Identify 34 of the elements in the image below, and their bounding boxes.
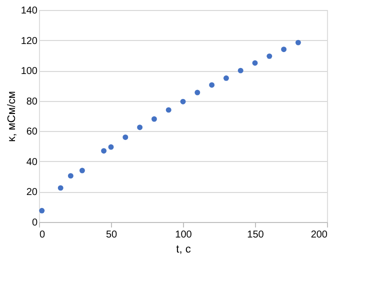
point: [151, 116, 157, 122]
point: [137, 124, 143, 130]
y-tick-label: 0: [32, 218, 38, 228]
y-tick-label: 40: [26, 156, 38, 168]
x-tick-label: 0: [40, 230, 46, 240]
point: [166, 107, 172, 113]
point: [266, 53, 272, 59]
point: [58, 185, 64, 191]
y-tick-label: 20: [26, 187, 38, 198]
point: [194, 90, 200, 96]
y-tick-label: 120: [20, 36, 38, 47]
x-tick-label: 50: [106, 230, 118, 240]
y-tick-label: 100: [20, 66, 38, 78]
point: [108, 144, 114, 150]
x-tick-label: 100: [175, 230, 192, 240]
point: [209, 82, 215, 88]
x-tick-label: 200: [310, 230, 328, 240]
x-axis-title: t, c: [176, 244, 192, 256]
point: [101, 148, 107, 154]
y-axis-title: κ, мСм/см: [6, 91, 18, 142]
y-tick-label: 140: [20, 6, 38, 16]
point: [238, 68, 244, 74]
point: [295, 40, 301, 46]
y-tick-label: 80: [26, 96, 38, 108]
point: [180, 98, 186, 104]
x-tick-label: 150: [247, 230, 264, 240]
point: [122, 134, 128, 140]
point: [281, 46, 287, 52]
point: [252, 60, 258, 66]
point: [223, 75, 229, 81]
point: [39, 208, 45, 214]
point: [68, 173, 74, 179]
y-tick-label: 60: [26, 126, 38, 138]
point: [79, 168, 85, 174]
